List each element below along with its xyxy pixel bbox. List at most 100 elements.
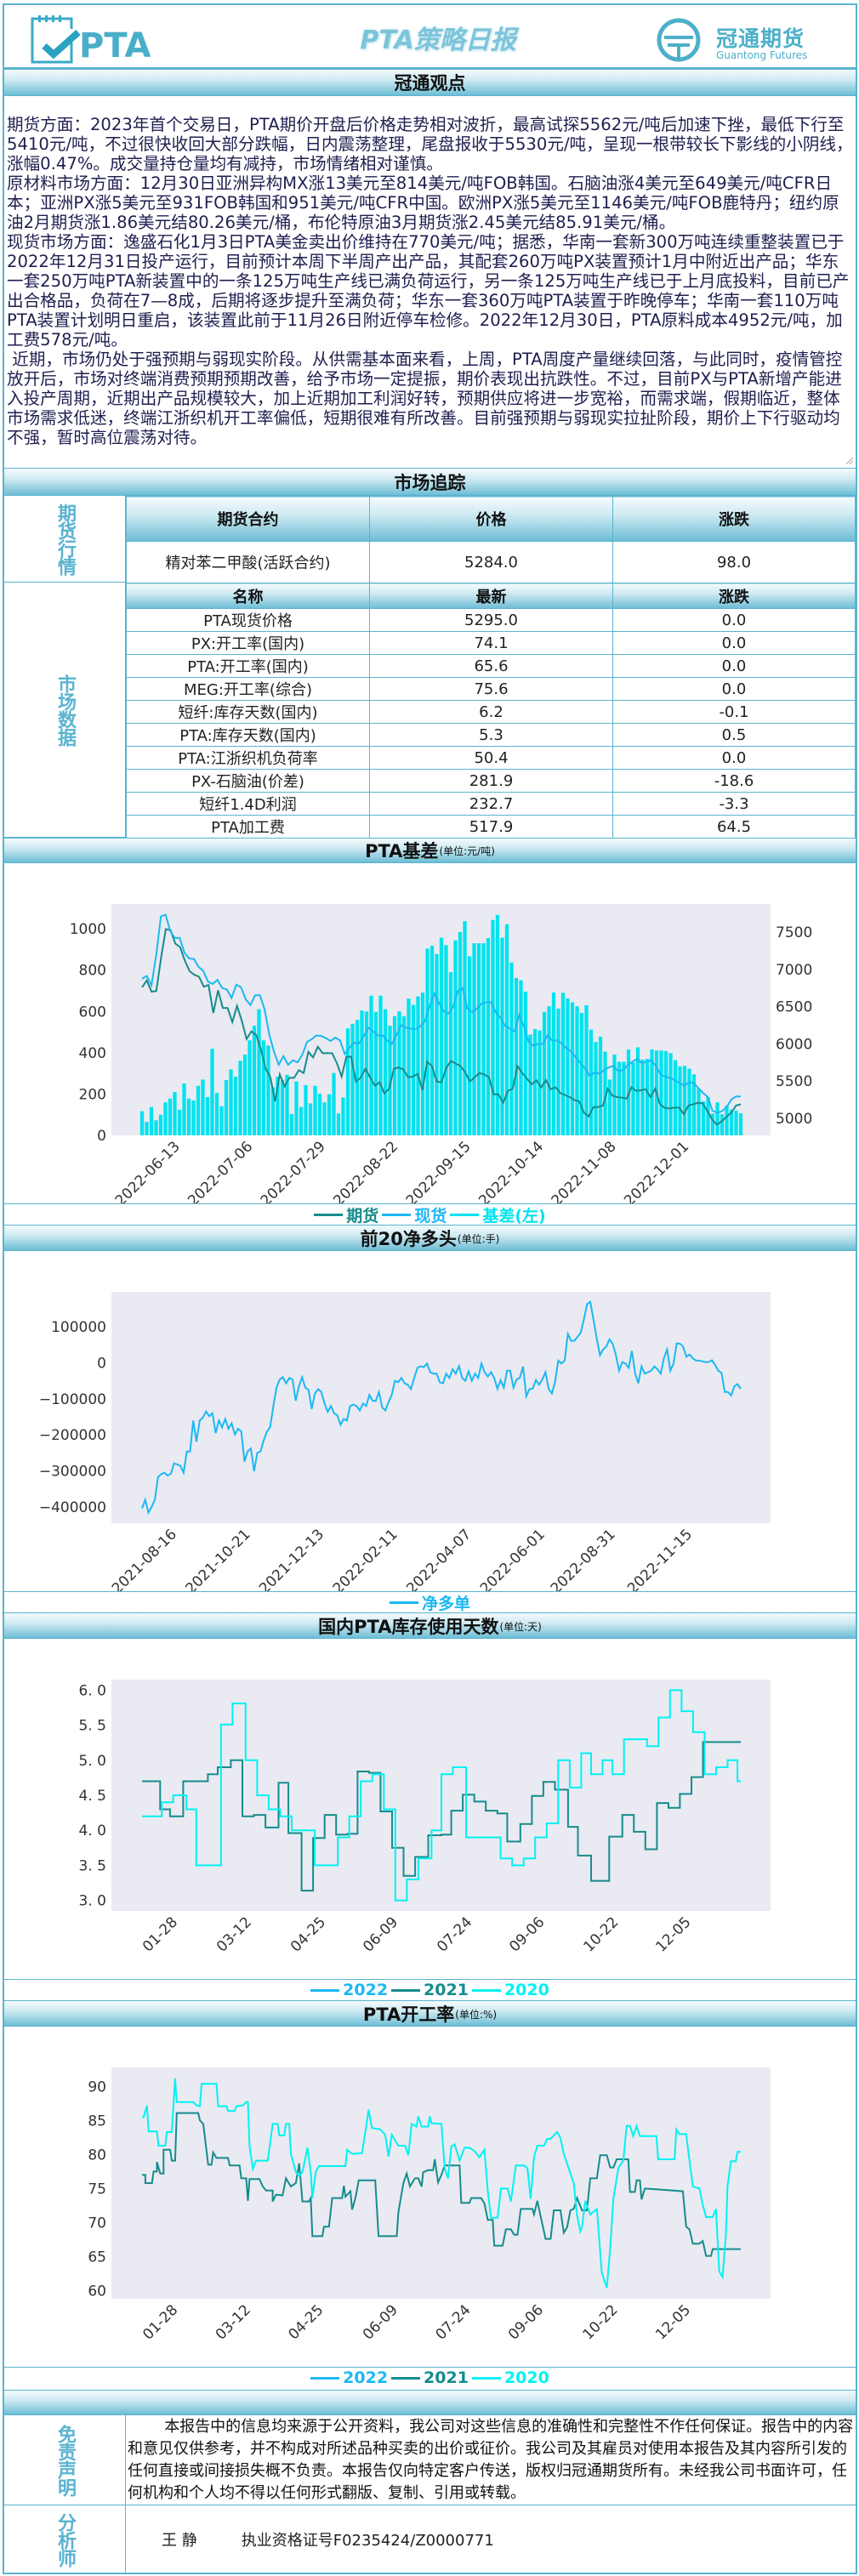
- futures-change: 98.0: [612, 541, 856, 583]
- x-tick-label: 2022-08-31: [548, 1526, 619, 1591]
- guantong-logo-icon: [657, 18, 701, 62]
- legend-item[interactable]: 2022: [310, 2368, 388, 2387]
- legend-item[interactable]: 2020: [471, 1981, 549, 1999]
- bar: [603, 1051, 607, 1135]
- bar: [444, 945, 448, 1135]
- futures-header-price: 价格: [369, 496, 613, 542]
- y-tick-label: 5. 0: [79, 1753, 106, 1770]
- table-row: 短纤:库存天数(国内) 6.2 -0.1: [126, 700, 856, 724]
- bar: [682, 1066, 687, 1135]
- bar: [276, 1077, 280, 1135]
- bar: [332, 1072, 336, 1135]
- y-right-tick-label: 6000: [776, 1036, 812, 1053]
- data-latest: 517.9: [369, 815, 613, 839]
- y-tick-label: −400000: [39, 1499, 106, 1516]
- bar: [697, 1088, 701, 1135]
- data-name: PTA:江浙织机负荷率: [126, 746, 370, 770]
- bar: [191, 1100, 196, 1135]
- bar: [154, 1120, 158, 1135]
- bar: [556, 1008, 560, 1135]
- bar: [504, 924, 509, 1135]
- data-latest: 281.9: [369, 769, 613, 793]
- bar: [397, 1011, 401, 1135]
- chart-title-text: PTA开工率: [362, 2004, 455, 2025]
- viewpoint-spot: 现货市场方面：逸盛石化1月3日PTA美金卖出价维持在770美元/吨；据悉，华南一…: [7, 232, 850, 350]
- bar: [734, 1110, 738, 1135]
- futures-header-contract: 期货合约: [126, 496, 370, 542]
- bar: [458, 931, 463, 1135]
- viewpoint-raw-material: 原材料市场方面：12月30日亚洲异构MX涨13美元至814美元/吨FOB韩国。石…: [7, 173, 839, 232]
- bar: [659, 1050, 663, 1135]
- bar: [542, 1011, 547, 1135]
- bar: [566, 998, 570, 1135]
- y-tick-label: 0: [97, 1355, 106, 1372]
- series-line-2020: [142, 1689, 741, 1902]
- chart-net-long: −400000 −300000 −200000 −100000 0 100000 2021-…: [4, 1251, 856, 1597]
- bar: [210, 1049, 214, 1135]
- brand-name-en: Guantong Futures: [716, 49, 808, 61]
- bar: [551, 992, 556, 1135]
- bar: [168, 1098, 173, 1135]
- legend-item[interactable]: 现货: [382, 1203, 447, 1226]
- data-change: 0.0: [612, 677, 856, 701]
- bar: [435, 953, 439, 1135]
- bar: [491, 919, 495, 1135]
- x-tick-label: 2022-06-13: [112, 1138, 184, 1203]
- legend-item[interactable]: 2021: [391, 1981, 469, 1999]
- bar: [729, 1109, 734, 1135]
- page-frame: [3, 3, 857, 2574]
- bar: [640, 1059, 645, 1135]
- y-tick-label: 0: [97, 1128, 106, 1145]
- bar: [715, 1102, 720, 1135]
- data-change: 0.5: [612, 723, 856, 747]
- bar: [425, 948, 430, 1135]
- legend-item[interactable]: 基差(左): [450, 1203, 546, 1226]
- resize-handle-icon[interactable]: [845, 456, 853, 464]
- bar: [313, 1085, 317, 1135]
- bar: [289, 1113, 294, 1135]
- y-tick-label: 75: [88, 2181, 106, 2198]
- x-tick-label: 2021-10-21: [183, 1526, 254, 1591]
- x-tick-label: 07-24: [434, 1914, 475, 1955]
- market-data-label-text: 市场数据: [54, 674, 76, 746]
- bar: [242, 1055, 247, 1135]
- y-tick-label: 60: [88, 2283, 106, 2300]
- legend-item[interactable]: 净多单: [389, 1591, 470, 1614]
- x-tick-label: 12-05: [652, 1914, 694, 1955]
- bar: [594, 1042, 598, 1135]
- data-name: PX-石脑油(价差): [126, 769, 370, 793]
- bar: [266, 1045, 270, 1135]
- bar: [196, 1085, 201, 1135]
- bar: [252, 1026, 257, 1135]
- x-tick-label: 12-05: [652, 2301, 694, 2343]
- y-tick-label: −300000: [39, 1464, 106, 1481]
- bar: [294, 1081, 299, 1135]
- bar: [360, 1010, 364, 1135]
- chart-svg: 60 65 70 75 80 85 90 01-28 03-12 04-25 06-09 07-24 0…: [88, 2067, 771, 2343]
- legend-label: 2020: [503, 1981, 549, 1999]
- bar: [560, 992, 566, 1135]
- x-tick-label: 2022-07-06: [185, 1138, 256, 1203]
- futures-header-change: 涨跌: [612, 496, 856, 542]
- y-tick-label: 70: [88, 2215, 106, 2232]
- chart-legend: 期货 现货 基差(左): [4, 1203, 856, 1225]
- bar: [673, 1060, 678, 1135]
- bar: [663, 1050, 668, 1135]
- legend-line-icon: [450, 1213, 480, 1216]
- legend-item[interactable]: 2020: [471, 2368, 549, 2387]
- table-row: PTA:江浙织机负荷率 50.4 0.0: [126, 746, 856, 770]
- x-tick-label: 2022-04-07: [403, 1526, 475, 1591]
- legend-item[interactable]: 2021: [391, 2368, 469, 2387]
- brand-name: 冠通期货: [716, 26, 805, 51]
- legend-item[interactable]: 期货: [314, 1203, 378, 1226]
- disclaimer-label-text: 免责声明: [54, 2424, 76, 2496]
- legend-item[interactable]: 2022: [310, 1981, 388, 1999]
- table-row: PTA加工费 517.9 64.5: [126, 815, 856, 839]
- viewpoint-textarea[interactable]: 期货方面：2023年首个交易日，PTA期价开盘后价格走势相对波折，最高试探556…: [4, 96, 856, 467]
- legend-line-icon: [382, 1213, 412, 1216]
- bar: [369, 995, 373, 1135]
- chart-title-net-long: 前20净多头 (单位:手): [4, 1225, 856, 1251]
- bar: [383, 1009, 388, 1135]
- bar: [738, 1113, 743, 1135]
- data-latest: 50.4: [369, 746, 613, 770]
